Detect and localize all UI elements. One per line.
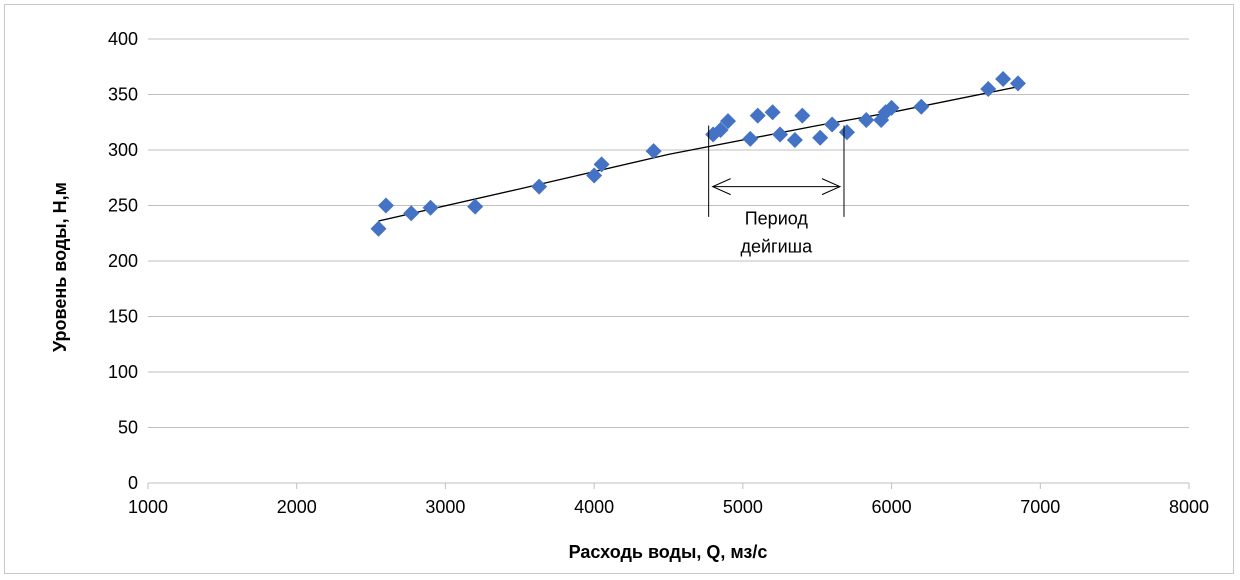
data-point — [586, 167, 603, 184]
data-point — [742, 130, 759, 147]
data-point — [858, 112, 875, 129]
data-point — [531, 178, 548, 195]
x-tick-label: 5000 — [723, 497, 763, 517]
data-point — [883, 99, 900, 116]
data-point — [403, 205, 420, 222]
data-point — [786, 132, 803, 149]
data-point — [913, 98, 930, 115]
data-point — [838, 124, 855, 141]
annotation-arrowhead-left — [711, 178, 731, 196]
data-point — [593, 156, 610, 173]
grid-lines — [147, 38, 1190, 489]
data-point — [772, 126, 789, 143]
scatter-chart: 0 50 100 150 200 250 300 350 400 1000 2000 3000 400… — [50, 29, 1209, 562]
data-point — [645, 143, 662, 160]
data-point — [812, 129, 829, 146]
data-point — [422, 199, 439, 216]
data-point — [1009, 75, 1026, 92]
y-axis-title: Уровень воды, Н,м — [50, 182, 70, 352]
data-point — [370, 220, 387, 237]
y-tick-label: 50 — [118, 418, 138, 438]
y-tick-label: 350 — [108, 85, 138, 105]
y-tick-label: 200 — [108, 251, 138, 271]
y-tick-label: 300 — [108, 140, 138, 160]
data-point — [749, 107, 766, 124]
data-point — [824, 116, 841, 133]
x-tick-labels: 1000 2000 3000 4000 5000 6000 7000 8000 — [128, 497, 1209, 517]
data-point — [995, 70, 1012, 87]
data-point — [764, 104, 781, 121]
x-tick-label: 8000 — [1169, 497, 1209, 517]
x-tick-label: 3000 — [425, 497, 465, 517]
x-tick-label: 6000 — [872, 497, 912, 517]
data-point — [377, 197, 394, 214]
x-tick-label: 7000 — [1020, 497, 1060, 517]
y-tick-label: 400 — [108, 29, 138, 49]
annotation-label-line-1: Период — [745, 209, 809, 229]
chart-frame: 0 50 100 150 200 250 300 350 400 1000 2000 3000 400… — [4, 4, 1234, 574]
x-tick-label: 1000 — [128, 497, 168, 517]
x-tick-label: 4000 — [574, 497, 614, 517]
trendline — [378, 86, 1019, 222]
y-tick-label: 250 — [108, 196, 138, 216]
data-point — [467, 198, 484, 215]
x-tick-label: 2000 — [277, 497, 317, 517]
x-axis-title: Расходь воды, Q, мз/с — [569, 542, 768, 562]
data-points — [370, 70, 1026, 237]
period-annotation: Период дейгиша — [708, 125, 845, 257]
data-point — [712, 122, 729, 139]
data-point — [980, 80, 997, 97]
data-point — [794, 107, 811, 124]
annotation-arrowhead-right — [821, 178, 842, 196]
data-point — [719, 113, 736, 130]
annotation-label-line-2: дейгиша — [740, 237, 813, 257]
y-tick-label: 100 — [108, 362, 138, 382]
y-tick-label: 0 — [128, 473, 138, 493]
y-tick-label: 150 — [108, 307, 138, 327]
y-tick-labels: 0 50 100 150 200 250 300 350 400 — [108, 29, 138, 493]
